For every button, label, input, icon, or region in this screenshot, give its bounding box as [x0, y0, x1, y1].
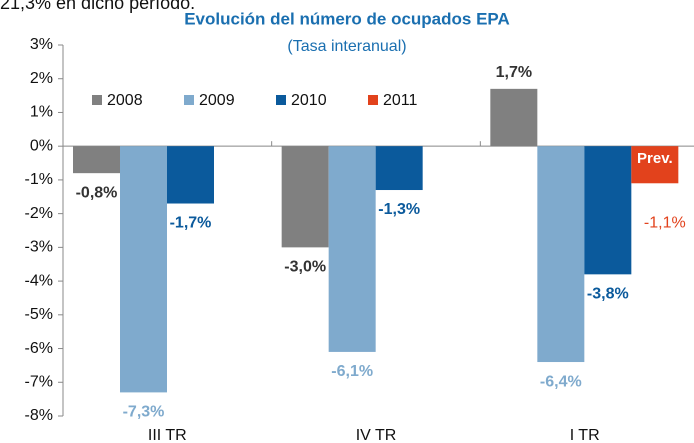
- y-tick-label: 0%: [30, 137, 53, 154]
- legend-label: 2010: [291, 92, 327, 109]
- legend-swatch: [184, 95, 194, 105]
- y-tick-label: -3%: [25, 239, 53, 256]
- bar: [537, 146, 585, 363]
- y-tick-label: -5%: [25, 306, 53, 323]
- bar: [167, 146, 214, 204]
- data-label: -1,1%: [644, 215, 686, 232]
- x-tick-label: III TR: [148, 427, 187, 443]
- chart-subtitle: (Tasa interanual): [287, 38, 406, 55]
- y-tick-label: -6%: [25, 340, 53, 357]
- y-tick-label: -1%: [25, 171, 53, 188]
- chart-title: Evolución del número de ocupados EPA: [184, 9, 510, 28]
- legend-swatch: [368, 95, 378, 105]
- bar: [631, 146, 679, 184]
- data-label: -3,0%: [284, 259, 326, 276]
- bar: [490, 88, 538, 147]
- header-text: 21,3% en dicho período.: [0, 0, 195, 13]
- bar: [328, 146, 376, 352]
- y-tick-label: 3%: [30, 36, 53, 53]
- y-tick-label: -7%: [25, 373, 53, 390]
- y-tick-label: 2%: [30, 70, 53, 87]
- annotation: Prev.: [637, 150, 673, 167]
- legend-swatch: [92, 95, 102, 105]
- legend-label: 2011: [383, 92, 418, 109]
- data-label: -1,7%: [170, 215, 212, 232]
- y-tick-label: -4%: [25, 272, 53, 289]
- bar: [281, 146, 329, 248]
- bar: [73, 146, 120, 174]
- data-label: -7,3%: [123, 404, 165, 421]
- legend-label: 2008: [107, 92, 143, 109]
- x-tick-label: I TR: [570, 427, 600, 443]
- legend-swatch: [276, 95, 286, 105]
- y-tick-label: -8%: [25, 407, 53, 424]
- bar: [375, 146, 423, 191]
- data-label: -6,1%: [331, 363, 373, 380]
- bar: [584, 146, 632, 275]
- legend-label: 2009: [199, 92, 235, 109]
- bar: [120, 146, 167, 393]
- data-label: -0,8%: [76, 184, 118, 201]
- data-label: 1,7%: [496, 64, 532, 81]
- data-label: -3,8%: [587, 286, 629, 303]
- y-tick-label: 1%: [30, 104, 53, 121]
- y-tick-label: -2%: [25, 205, 53, 222]
- data-label: -1,3%: [378, 201, 420, 218]
- data-label: -6,4%: [540, 373, 582, 390]
- x-tick-label: IV TR: [356, 427, 397, 443]
